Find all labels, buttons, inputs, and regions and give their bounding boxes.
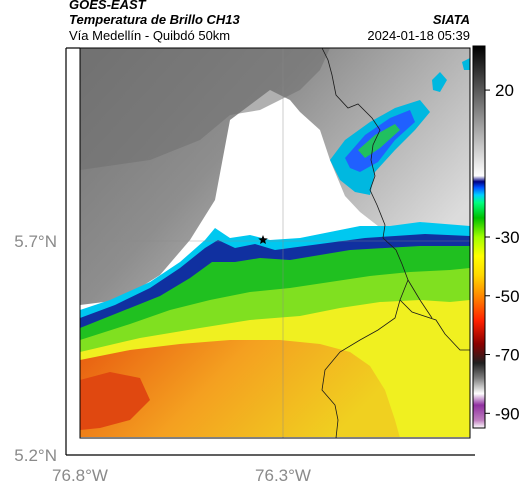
colorbar-tick-label: 20 <box>495 81 514 100</box>
colorbar-tick-label: -50 <box>495 287 520 306</box>
colorbar-tick-label: -70 <box>495 346 520 365</box>
x-tick-label: 76.8°W <box>52 466 108 485</box>
y-tick-label: 5.2°N <box>14 446 57 465</box>
x-tick-label: 76.3°W <box>255 466 311 485</box>
colorbar <box>472 45 486 429</box>
y-tick-label: 5.7°N <box>14 232 57 251</box>
brightness-temperature-field <box>80 48 470 438</box>
datetime-label: 2024-01-18 05:39 <box>367 28 470 43</box>
colorbar-tick-label: -90 <box>495 404 520 423</box>
brand-label: SIATA <box>432 12 470 27</box>
star-marker <box>258 235 268 245</box>
satellite-title: GOES-EAST <box>69 0 146 12</box>
x-axis-ticks: 76.8°W 76.3°W <box>52 466 311 485</box>
y-axis-ticks: 5.7°N 5.2°N <box>14 232 57 465</box>
department-border <box>321 48 470 351</box>
colorbar-ticks: 20 -30 -50 -70 -90 <box>485 81 520 423</box>
region-subtitle: Vía Medellín - Quibdó 50km <box>69 28 231 43</box>
product-title: Temperatura de Brillo CH13 <box>69 12 240 27</box>
colorbar-tick-label: -30 <box>495 228 520 247</box>
map-frame <box>79 47 471 439</box>
